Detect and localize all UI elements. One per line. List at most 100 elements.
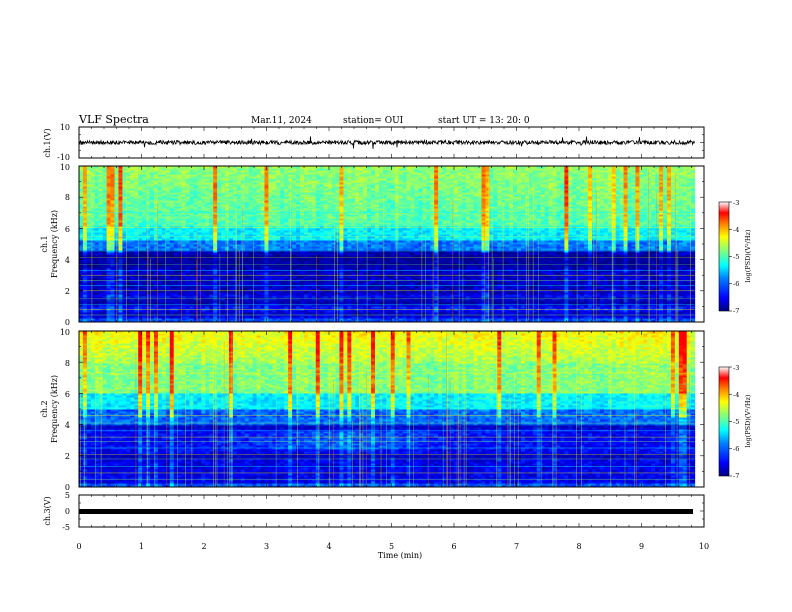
spectrogram-cell bbox=[603, 302, 609, 305]
spectrogram-cell bbox=[572, 264, 577, 267]
spectrogram-cell bbox=[138, 296, 143, 299]
spectrogram-cell bbox=[544, 296, 550, 299]
spectrogram-cell bbox=[86, 278, 92, 281]
spectrogram-cell bbox=[663, 288, 668, 291]
spectrogram-cell bbox=[528, 300, 534, 303]
spectrogram-cell bbox=[461, 320, 467, 322]
spectrogram-cell bbox=[497, 290, 502, 293]
spectrogram-cell bbox=[501, 306, 506, 309]
spectrogram-cell bbox=[217, 298, 222, 301]
spectrogram-cell bbox=[197, 314, 202, 317]
spectrogram-cell bbox=[438, 286, 443, 289]
spectrogram-cell bbox=[674, 292, 680, 295]
spectrogram-cell bbox=[457, 320, 463, 322]
spectrogram-cell bbox=[564, 262, 569, 265]
spectrogram-cell bbox=[130, 292, 135, 295]
spectrogram-cell bbox=[643, 300, 648, 303]
spectrogram-cell bbox=[315, 316, 321, 319]
spectrogram-cell bbox=[327, 260, 333, 263]
spectrogram-cell bbox=[548, 276, 554, 279]
spectrogram-cell bbox=[201, 282, 206, 285]
spectrogram-cell bbox=[217, 294, 222, 297]
spectrogram-cell bbox=[398, 264, 404, 267]
spectrogram-cell bbox=[682, 272, 688, 275]
spectrogram-cell bbox=[473, 320, 479, 322]
spectrogram-cell bbox=[430, 294, 435, 297]
spectrogram-cell bbox=[339, 288, 344, 291]
spectrogram-cell bbox=[446, 280, 451, 283]
spectrogram-cell bbox=[292, 262, 297, 265]
spectrogram-cell bbox=[422, 300, 427, 303]
spectrogram-cell bbox=[299, 282, 305, 285]
spectrogram-cell bbox=[134, 306, 139, 309]
spectrogram-cell bbox=[82, 292, 88, 295]
spectrogram-cell bbox=[552, 294, 558, 297]
spectrogram-cell bbox=[532, 292, 538, 295]
spectrogram-cell bbox=[122, 302, 127, 305]
spectrogram-cell bbox=[86, 282, 92, 285]
spectrogram-cell bbox=[126, 312, 131, 315]
spectrogram-cell bbox=[292, 306, 297, 309]
spectrogram-cell bbox=[678, 278, 684, 281]
spectrogram-cell bbox=[138, 272, 143, 275]
spectrogram-cell bbox=[410, 296, 415, 299]
spectrogram-cell bbox=[509, 312, 514, 315]
spectrogram-cell bbox=[449, 272, 455, 275]
spectrogram-cell bbox=[319, 316, 325, 319]
spectrogram-cell bbox=[126, 260, 131, 263]
spectrogram-cell bbox=[138, 312, 143, 315]
spectrogram-cell bbox=[213, 314, 218, 317]
spectrogram-cell bbox=[339, 310, 344, 313]
spectrogram-cell bbox=[497, 306, 502, 309]
spectrogram-cell bbox=[268, 288, 273, 291]
spectrogram-cell bbox=[457, 264, 463, 267]
spectrogram-cell bbox=[414, 310, 419, 313]
spectrogram-cell bbox=[343, 262, 348, 265]
spectrogram-cell bbox=[331, 292, 337, 295]
spectrogram-cell bbox=[161, 292, 167, 295]
spectrogram-cell bbox=[560, 292, 565, 295]
spectrogram-cell bbox=[386, 286, 392, 289]
spectrogram-cell bbox=[690, 272, 696, 275]
spectrogram-cell bbox=[619, 260, 625, 263]
spectrogram-cell bbox=[477, 270, 483, 273]
spectrogram-cell bbox=[102, 314, 108, 317]
spectrogram-cell bbox=[339, 312, 344, 315]
spectrogram-cell bbox=[418, 298, 423, 301]
spectrogram-cell bbox=[580, 264, 585, 267]
spectrogram-cell bbox=[315, 304, 321, 307]
spectrogram-cell bbox=[185, 296, 190, 299]
spectrogram-cell bbox=[268, 320, 273, 322]
spectrogram-cell bbox=[315, 320, 321, 322]
spectrogram-cell bbox=[327, 316, 333, 319]
spectrogram-cell bbox=[371, 294, 376, 297]
spectrogram-cell bbox=[331, 260, 337, 263]
spectrogram-cell bbox=[299, 276, 305, 279]
spectrogram-cell bbox=[674, 320, 680, 322]
spectrogram-cell bbox=[469, 304, 475, 307]
spectrogram-cell bbox=[580, 288, 585, 291]
spectrogram-cell bbox=[221, 258, 226, 261]
spectrogram-cell bbox=[509, 260, 514, 263]
spectrogram-cell bbox=[663, 306, 668, 309]
spectrogram-cell bbox=[193, 260, 198, 263]
spectrogram-cell bbox=[635, 318, 640, 321]
spectrogram-cell bbox=[319, 260, 325, 263]
spectrogram-cell bbox=[580, 262, 585, 265]
spectrogram-cell bbox=[130, 286, 135, 289]
spectrogram-cell bbox=[682, 304, 688, 307]
spectrogram-cell bbox=[426, 306, 431, 309]
spectrogram-cell bbox=[292, 272, 297, 275]
spectrogram-cell bbox=[232, 262, 238, 265]
spectrogram-cell bbox=[588, 268, 593, 271]
spectrogram-cell bbox=[560, 276, 565, 279]
spectrogram-cell bbox=[678, 286, 684, 289]
spectrogram-cell bbox=[485, 286, 490, 289]
spectrogram-cell bbox=[122, 286, 127, 289]
spectrogram-cell bbox=[374, 262, 380, 265]
spectrogram-cell bbox=[126, 306, 131, 309]
spectrogram-cell bbox=[524, 288, 530, 291]
spectrogram-cell bbox=[402, 278, 408, 281]
spectrogram-cell bbox=[552, 300, 558, 303]
spectrogram-cell bbox=[410, 318, 415, 321]
